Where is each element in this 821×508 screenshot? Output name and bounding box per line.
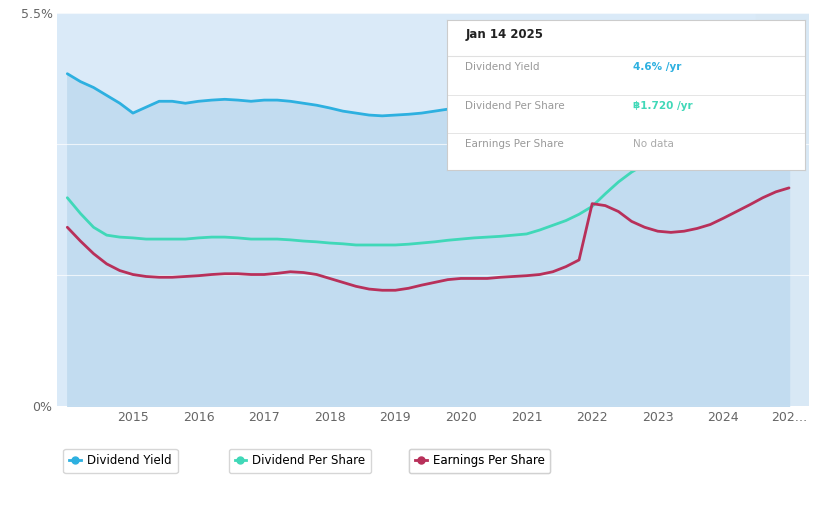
Text: Dividend Per Share: Dividend Per Share [466,101,565,111]
Text: Jan 14 2025: Jan 14 2025 [466,28,544,41]
Bar [756,13,821,406]
Text: 4.6% /yr: 4.6% /yr [633,62,681,72]
Text: ฿1.720 /yr: ฿1.720 /yr [633,101,693,111]
Text: No data: No data [633,139,674,149]
Text: Past: Past [759,99,782,109]
Legend: Earnings Per Share: Earnings Per Share [409,449,550,473]
Text: Dividend Yield: Dividend Yield [466,62,539,72]
Text: Earnings Per Share: Earnings Per Share [466,139,564,149]
